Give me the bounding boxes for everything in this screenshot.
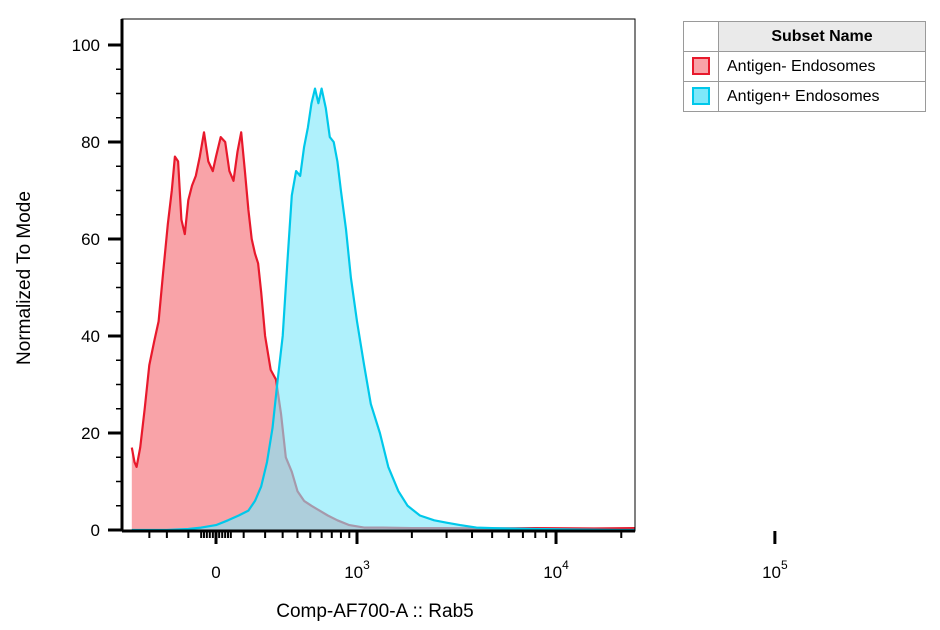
y-axis-title: Normalized To Mode <box>14 191 35 365</box>
legend-label: Antigen+ Endosomes <box>718 81 926 112</box>
x-tick-label: 103 <box>344 558 370 582</box>
y-tick-label: 60 <box>81 230 100 249</box>
series-area-1 <box>131 132 635 530</box>
legend-row: Antigen- Endosomes <box>683 51 926 82</box>
x-tick-label: 0 <box>211 563 220 582</box>
x-axis-title: Comp-AF700-A :: Rab5 <box>276 601 473 622</box>
legend-table: Subset Name Antigen- Endosomes Antigen+ E… <box>683 21 926 112</box>
y-tick-label: 0 <box>91 521 100 540</box>
x-tick-label: 104 <box>543 558 569 582</box>
series-line-2 <box>131 87 635 531</box>
y-tick-label: 20 <box>81 424 100 443</box>
series-layer <box>130 87 635 531</box>
legend-swatch-cell <box>683 81 719 112</box>
y-tick-label: 40 <box>81 327 100 346</box>
legend-swatch <box>692 57 710 76</box>
y-axis-ticks: 0 20 40 60 80 100 <box>72 36 122 540</box>
x-tick-label: 105 <box>762 558 788 582</box>
legend-swatch <box>692 87 710 106</box>
y-tick-label: 80 <box>81 133 100 152</box>
legend-header-blank <box>683 21 719 52</box>
legend-label: Antigen- Endosomes <box>718 51 926 82</box>
legend-row: Antigen+ Endosomes <box>683 81 926 112</box>
legend-swatch-cell <box>683 51 719 82</box>
y-tick-label: 100 <box>72 36 100 55</box>
legend-header: Subset Name <box>718 21 926 52</box>
legend-header-row: Subset Name <box>683 21 926 52</box>
x-axis-ticks: 0 103 104 105 <box>148 531 788 582</box>
